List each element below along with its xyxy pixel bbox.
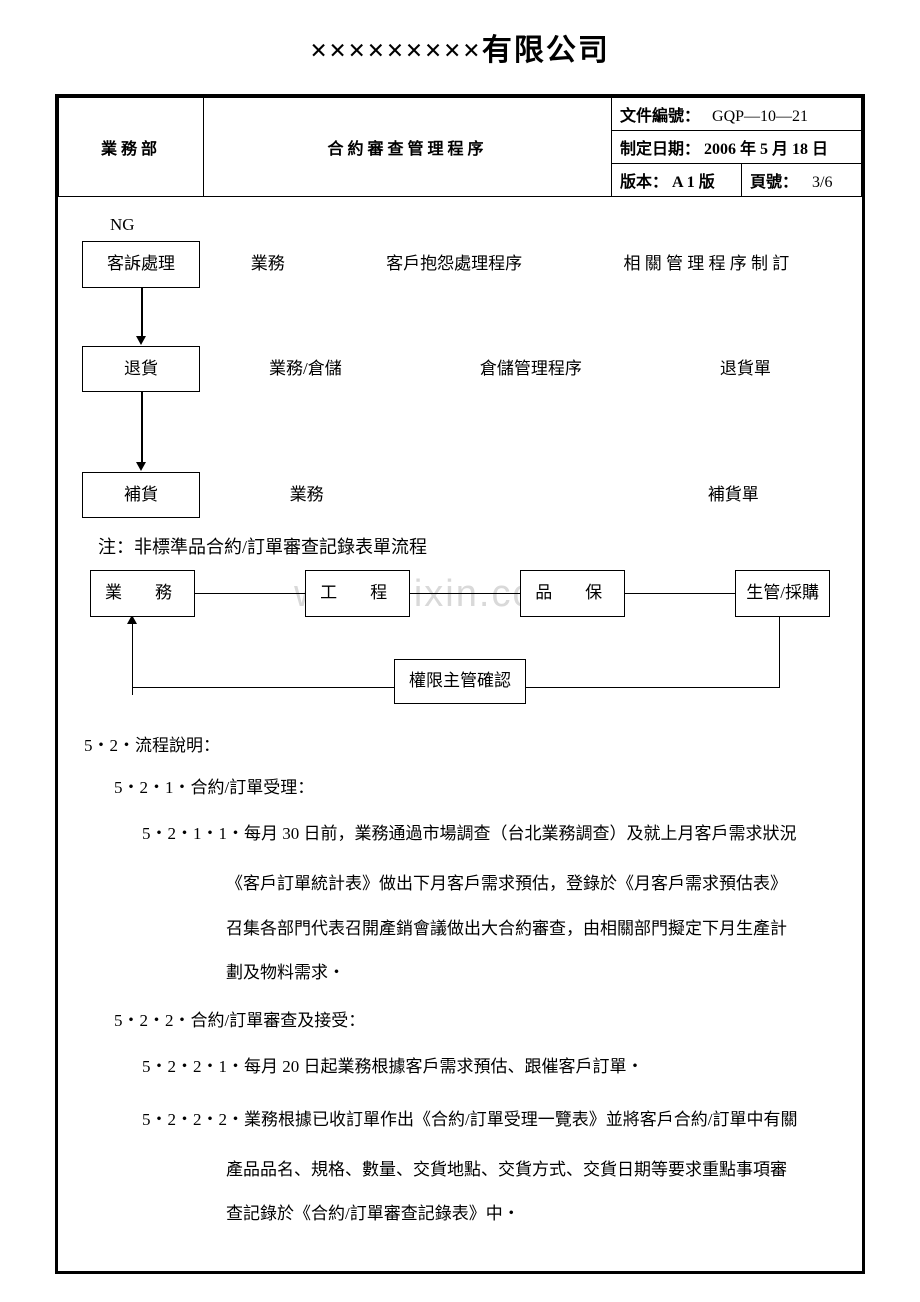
note-label: 注： (98, 537, 134, 557)
hflow-box-4: 生管/採購 (735, 570, 830, 616)
section-5-2-2: 5・2・2・合約/訂單審查及接受： (114, 1005, 840, 1037)
company-title: ×××××××××有限公司 (0, 0, 920, 84)
arrow-1 (82, 288, 200, 346)
hflow-box-2: 工 程 (305, 570, 410, 616)
version-label: 版本： (620, 174, 668, 191)
date-value: 2006 年 5 月 18 日 (704, 141, 828, 158)
section-5-2-1-1-d: 劃及物料需求・ (226, 951, 840, 995)
flow-c3-1: 相 關 管 理 程 序 制 訂 (624, 248, 790, 280)
section-5-2-1-1-c: 召集各部門代表召開產銷會議做出大合約審查，由相關部門擬定下月生產計 (226, 907, 840, 951)
hflow-conn-1 (195, 593, 305, 594)
dept-cell: 業務部 (59, 98, 204, 197)
section-5-2-2-2-a: 5・2・2・2・業務根據已收訂單作出《合約/訂單受理一覽表》並將客戶合約/訂單中… (142, 1098, 840, 1142)
version-value: A 1 版 (672, 174, 715, 191)
document-frame: 業務部 合約審查管理程序 文件編號： GQP—10—21 制定日期： 2006 … (55, 94, 865, 1274)
flow-box-return: 退貨 (82, 346, 200, 392)
section-5-2-1: 5・2・1・合約/訂單受理： (114, 772, 840, 804)
ng-label: NG (110, 209, 840, 241)
flow-c1-3: 業務 (200, 479, 413, 511)
horizontal-flow: www.zixin.com.cn 業 務 工 程 品 保 生管/採購 (90, 570, 830, 616)
section-5-2: 5・2・流程說明： (84, 730, 840, 762)
feedback-box: 權限主管確認 (394, 659, 526, 703)
hflow-box-3: 品 保 (520, 570, 625, 616)
page-cell: 頁號： 3/6 (742, 164, 862, 197)
flow-cols-2: 業務/倉儲 倉儲管理程序 退貨單 (200, 353, 840, 385)
version-cell: 版本： A 1 版 (612, 164, 742, 197)
doc-no-row: 文件編號： GQP—10—21 (612, 98, 862, 131)
arrow-2 (82, 392, 200, 472)
flow-row-3: 補貨 業務 補貨單 (80, 472, 840, 518)
hflow-conn-3 (625, 593, 735, 594)
page-value: 3/6 (812, 174, 832, 191)
section-5-2-1-1-a: 5・2・1・1・每月 30 日前，業務通過市場調查（台北業務調查）及就上月客戶需… (142, 812, 840, 856)
feedback-loop: 權限主管確認 (90, 617, 830, 712)
section-5-2-1-1-b: 《客戶訂單統計表》做出下月客戶需求預估，登錄於《月客戶需求預估表》 (226, 862, 840, 906)
note-text: 非標準品合約/訂單審查記錄表單流程 (134, 537, 427, 557)
header-table: 業務部 合約審查管理程序 文件編號： GQP—10—21 制定日期： 2006 … (58, 97, 862, 197)
hflow-box-1: 業 務 (90, 570, 195, 616)
flow-cols-1: 業務 客戶抱怨處理程序 相 關 管 理 程 序 制 訂 (200, 248, 840, 280)
flow-c1-1: 業務 (251, 248, 285, 280)
flow-c2-2: 倉儲管理程序 (480, 353, 582, 385)
flow-box-restock: 補貨 (82, 472, 200, 518)
flow-row-2: 退貨 業務/倉儲 倉儲管理程序 退貨單 (80, 346, 840, 392)
section-5-2-2-1: 5・2・2・1・每月 20 日起業務根據客戶需求預估、跟催客戶訂單・ (142, 1045, 840, 1089)
flow-c2-1: 客戶抱怨處理程序 (386, 248, 522, 280)
section-5-2-2-2-b: 產品品名、規格、數量、交貨地點、交貨方式、交貨日期等要求重點事項審 (226, 1148, 840, 1192)
date-label: 制定日期： (620, 141, 700, 158)
note-line: 注：非標準品合約/訂單審查記錄表單流程 (98, 530, 840, 564)
flow-box-complaint: 客訴處理 (82, 241, 200, 287)
doc-no-value: GQP—10—21 (712, 108, 808, 125)
doc-no-label: 文件編號： (620, 108, 700, 125)
flow-row-1: 客訴處理 業務 客戶抱怨處理程序 相 關 管 理 程 序 制 訂 (80, 241, 840, 287)
content-area: NG 客訴處理 業務 客戶抱怨處理程序 相 關 管 理 程 序 制 訂 退貨 業… (58, 197, 862, 1256)
flow-c3-2: 退貨單 (720, 353, 771, 385)
flow-cols-3: 業務 補貨單 (200, 479, 840, 511)
page-label: 頁號： (750, 174, 798, 191)
date-row: 制定日期： 2006 年 5 月 18 日 (612, 131, 862, 164)
hflow-conn-2 (410, 593, 520, 594)
doc-title-cell: 合約審查管理程序 (204, 98, 612, 197)
flow-c1-2: 業務/倉儲 (269, 353, 342, 385)
flow-c3-3: 補貨單 (627, 479, 840, 511)
section-5-2-2-2-c: 查記錄於《合約/訂單審查記錄表》中・ (226, 1192, 840, 1236)
